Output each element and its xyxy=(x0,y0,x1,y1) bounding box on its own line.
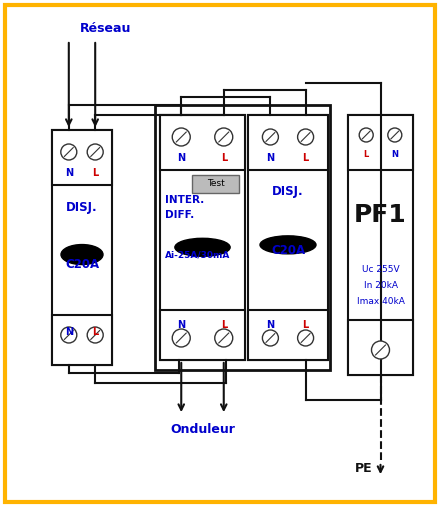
Bar xyxy=(155,105,330,370)
Ellipse shape xyxy=(175,238,230,257)
Circle shape xyxy=(262,330,279,346)
Circle shape xyxy=(61,144,77,160)
Text: L: L xyxy=(363,150,369,159)
Text: L: L xyxy=(92,327,98,337)
Text: L: L xyxy=(220,320,227,330)
Text: PF1: PF1 xyxy=(354,203,407,227)
Circle shape xyxy=(262,129,279,145)
Circle shape xyxy=(215,128,233,146)
Bar xyxy=(248,310,328,360)
Bar xyxy=(348,115,413,170)
Text: Ai-25A/30mA: Ai-25A/30mA xyxy=(165,250,231,260)
Ellipse shape xyxy=(61,244,103,265)
Circle shape xyxy=(297,330,314,346)
Bar xyxy=(248,115,328,360)
Text: L: L xyxy=(92,168,98,178)
Circle shape xyxy=(388,128,402,142)
Text: INTER.: INTER. xyxy=(165,195,204,205)
Bar xyxy=(348,320,413,375)
Text: Test: Test xyxy=(207,179,224,189)
Text: Onduleur: Onduleur xyxy=(170,423,235,436)
Bar xyxy=(52,130,112,365)
Circle shape xyxy=(215,329,233,347)
Text: Uc 255V: Uc 255V xyxy=(362,266,400,274)
Text: N: N xyxy=(391,150,398,159)
Text: DIFF.: DIFF. xyxy=(165,210,194,220)
Bar xyxy=(248,115,328,170)
Bar xyxy=(160,115,245,170)
Circle shape xyxy=(61,327,77,343)
Text: C20A: C20A xyxy=(271,243,305,257)
Text: N: N xyxy=(65,168,73,178)
Circle shape xyxy=(87,144,103,160)
Text: N: N xyxy=(266,153,275,163)
Circle shape xyxy=(297,129,314,145)
Bar xyxy=(348,115,413,375)
Circle shape xyxy=(371,341,389,359)
Text: L: L xyxy=(302,153,309,163)
Circle shape xyxy=(87,327,103,343)
Bar xyxy=(160,310,245,360)
Circle shape xyxy=(172,329,190,347)
Text: L: L xyxy=(220,153,227,163)
Text: N: N xyxy=(177,320,185,330)
Bar xyxy=(160,115,245,360)
Text: N: N xyxy=(266,320,275,330)
Text: DISJ.: DISJ. xyxy=(66,200,98,213)
Bar xyxy=(52,315,112,365)
Text: Imax 40kA: Imax 40kA xyxy=(356,298,404,307)
Text: N: N xyxy=(65,327,73,337)
Text: PE: PE xyxy=(355,462,373,476)
Text: C20A: C20A xyxy=(65,259,99,272)
Bar xyxy=(52,130,112,185)
Ellipse shape xyxy=(260,236,316,254)
Text: L: L xyxy=(302,320,309,330)
Bar xyxy=(192,175,239,193)
Circle shape xyxy=(172,128,190,146)
Circle shape xyxy=(359,128,373,142)
Text: DISJ.: DISJ. xyxy=(272,186,304,199)
Text: Réseau: Réseau xyxy=(80,22,132,35)
Text: In 20kA: In 20kA xyxy=(363,281,397,291)
Text: N: N xyxy=(177,153,185,163)
